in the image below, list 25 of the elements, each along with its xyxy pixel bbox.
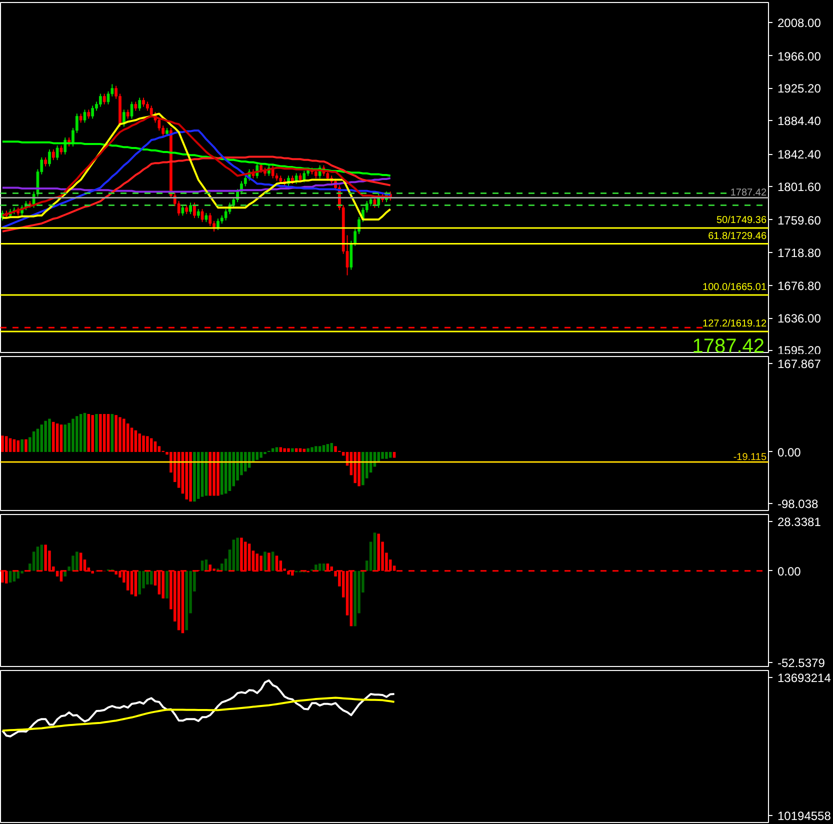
y-tick-label: 1842.40 (778, 148, 822, 162)
y-tick-label: 1676.80 (778, 279, 822, 294)
ref-line-label: 50/1749.36 (716, 214, 767, 226)
y-tick-label: 1801.60 (778, 180, 822, 194)
ref-line-label: -19.115 (733, 452, 767, 464)
y-tick-label: 1718.80 (778, 246, 822, 260)
y-tick-label: -98.038 (778, 497, 819, 512)
ref-line-label: 100.0/1665.01 (702, 282, 767, 294)
y-tick-label: 1759.60 (778, 213, 822, 228)
y-tick-label: 1636.00 (778, 312, 822, 326)
y-tick-label: 0.00 (778, 564, 802, 578)
y-tick-label: 1925.20 (778, 82, 822, 96)
y-tick-label: 2008.00 (778, 16, 822, 30)
ref-line-label: 1787.42 (730, 188, 767, 199)
ref-line-label: 61.8/1729.46 (708, 230, 767, 242)
y-tick-label: 1966.00 (778, 49, 822, 64)
y-tick-label: 28.3381 (778, 514, 822, 529)
y-tick-label: 167.867 (778, 356, 822, 371)
y-tick-label: 10194558 (778, 808, 832, 823)
ref-line-label: 127.2/1619.12 (702, 318, 767, 330)
y-tick-label: 13693214 (778, 671, 832, 686)
y-tick-label: 0.00 (778, 445, 802, 460)
y-tick-label: -52.5379 (778, 656, 826, 670)
y-tick-label: 1884.40 (778, 114, 822, 128)
annotation: 1787.42 (692, 336, 764, 358)
